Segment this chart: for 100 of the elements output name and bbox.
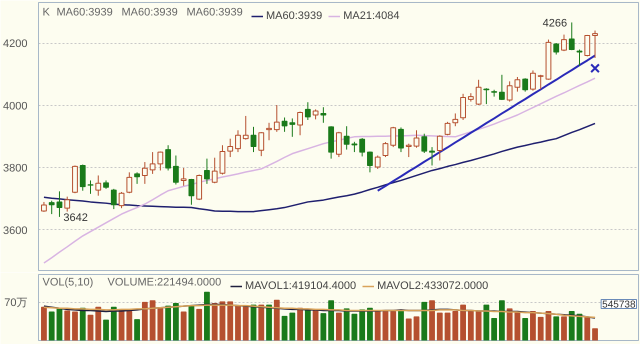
candlestick xyxy=(344,126,350,150)
candlestick xyxy=(220,144,226,176)
candlestick xyxy=(258,132,264,157)
bar xyxy=(227,301,234,340)
candlestick xyxy=(576,49,582,66)
annotation: 4266 xyxy=(542,17,568,30)
bar xyxy=(304,308,311,340)
candlestick xyxy=(592,30,598,58)
bar xyxy=(522,318,528,340)
bar xyxy=(56,308,62,340)
candlestick xyxy=(157,150,164,171)
candlestick xyxy=(444,121,450,136)
bar xyxy=(468,310,474,340)
candlestick xyxy=(561,34,567,52)
annotation: VOL(5,10) xyxy=(42,276,94,288)
bar xyxy=(48,312,55,340)
bar xyxy=(561,316,567,340)
candlestick xyxy=(289,118,296,138)
bar xyxy=(421,302,428,340)
candlestick xyxy=(142,162,148,184)
candlestick xyxy=(312,108,319,120)
candlestick xyxy=(568,22,575,51)
bar xyxy=(204,292,210,340)
candlestick xyxy=(367,150,373,173)
bar xyxy=(374,311,381,340)
bar xyxy=(514,312,520,340)
candlestick xyxy=(48,200,55,215)
candlestick xyxy=(235,130,241,153)
candlestick xyxy=(429,146,435,166)
bar xyxy=(367,308,373,340)
candlestick xyxy=(188,178,194,206)
bar xyxy=(312,309,319,340)
candlestick xyxy=(41,201,47,212)
candlestick xyxy=(196,174,202,201)
candlestick xyxy=(522,78,528,92)
candlestick xyxy=(352,141,358,153)
bar xyxy=(352,314,358,340)
candlestick xyxy=(483,88,490,105)
candlestick xyxy=(414,130,420,148)
candlestick xyxy=(538,74,544,90)
candlestick xyxy=(320,106,326,124)
candlestick xyxy=(382,142,388,158)
bar xyxy=(282,316,288,340)
legend-label: MA21:4084 xyxy=(343,10,400,22)
candlestick xyxy=(227,138,234,158)
bar xyxy=(165,306,172,340)
candlestick xyxy=(134,172,140,184)
legend-label: MAVOL1:419104.4000 xyxy=(245,280,356,292)
bar xyxy=(188,306,194,340)
candlestick xyxy=(80,164,86,192)
y-tick-label: 3800 xyxy=(3,162,28,175)
annotation: MA60:3939 xyxy=(56,6,113,18)
bar xyxy=(242,306,249,340)
bar xyxy=(476,311,482,340)
candlestick xyxy=(95,174,102,196)
bar xyxy=(250,304,256,340)
candlestick xyxy=(498,74,505,101)
bar xyxy=(538,316,544,340)
bar xyxy=(72,312,78,340)
candlestick xyxy=(421,133,428,154)
legend-label: MA60:3939 xyxy=(266,10,322,22)
candlestick xyxy=(56,190,62,218)
candlestick xyxy=(460,93,466,120)
bar xyxy=(498,300,505,340)
bar xyxy=(289,312,296,340)
bar xyxy=(382,311,388,340)
annotation: 3642 xyxy=(63,212,88,224)
bar xyxy=(444,312,450,340)
bar xyxy=(196,308,202,340)
bar xyxy=(344,308,350,340)
bar xyxy=(142,302,148,340)
bar xyxy=(172,302,179,340)
bar xyxy=(157,308,164,340)
bar xyxy=(274,300,280,340)
candlestick xyxy=(165,144,172,171)
bar xyxy=(235,306,241,340)
bar xyxy=(118,309,124,340)
bar xyxy=(398,310,404,340)
candlestick xyxy=(336,131,342,158)
candlestick xyxy=(506,80,513,102)
candlestick xyxy=(530,70,536,92)
line-series xyxy=(376,54,596,192)
bar xyxy=(220,301,226,340)
candlestick xyxy=(304,102,311,120)
bar xyxy=(436,312,443,340)
annotation: VOLUME:221494.0000 xyxy=(108,276,222,288)
bar xyxy=(584,316,590,340)
candlestick xyxy=(250,126,256,153)
candlestick xyxy=(436,134,443,161)
bar xyxy=(429,300,435,340)
bar xyxy=(390,311,396,340)
bar xyxy=(212,302,218,340)
line-series xyxy=(43,122,596,212)
bar xyxy=(530,311,536,340)
y-tick-label: 4200 xyxy=(3,38,28,50)
candlestick xyxy=(476,79,482,106)
bar xyxy=(452,311,458,340)
candlestick xyxy=(282,116,288,132)
y-tick-label: 3600 xyxy=(3,224,28,237)
bar xyxy=(150,300,156,340)
